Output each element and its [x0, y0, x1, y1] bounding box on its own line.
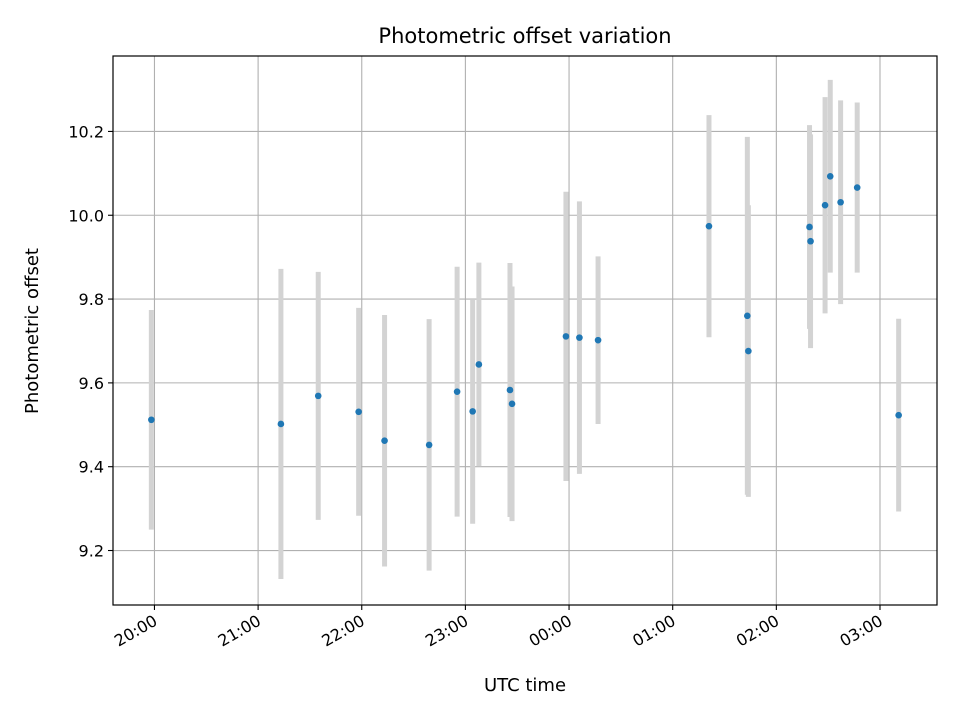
y-tick-label: 9.6: [79, 374, 104, 393]
data-point: [562, 333, 570, 340]
y-axis-ticks: 9.2 9.4 9.6 9.8 10.0 10.2: [68, 122, 113, 561]
data-point: [148, 416, 155, 424]
data-point: [475, 361, 483, 368]
data-point: [745, 347, 752, 355]
data-point: [277, 420, 285, 428]
data-point: [506, 386, 514, 394]
x-axis-label: UTC time: [484, 675, 566, 696]
y-axis-label: Photometric offset: [22, 248, 43, 414]
data-point: [826, 172, 834, 180]
y-tick-label: 10.2: [68, 122, 104, 141]
data-point: [806, 223, 813, 231]
y-tick-label: 10.0: [68, 206, 104, 225]
data-point: [853, 184, 861, 191]
data-point: [576, 334, 583, 341]
data-point: [314, 392, 322, 400]
data-point: [705, 222, 713, 230]
data-point: [381, 437, 388, 445]
y-tick-label: 9.2: [79, 542, 104, 561]
chart-title: Photometric offset variation: [378, 24, 671, 48]
plot-frame: [112, 55, 938, 606]
data-point: [821, 201, 829, 209]
data-point: [895, 411, 902, 419]
data-point: [355, 408, 362, 416]
data-point: [807, 237, 814, 245]
grid-lines: [113, 56, 937, 605]
data-point: [508, 400, 516, 408]
data-point: [837, 198, 844, 206]
data-point: [744, 312, 751, 320]
data-point: [594, 336, 602, 344]
data-points: [148, 172, 902, 449]
data-point: [425, 441, 433, 449]
data-point: [453, 388, 461, 395]
data-point: [469, 408, 476, 415]
y-tick-label: 9.4: [79, 458, 104, 477]
y-tick-label: 9.8: [79, 290, 104, 309]
